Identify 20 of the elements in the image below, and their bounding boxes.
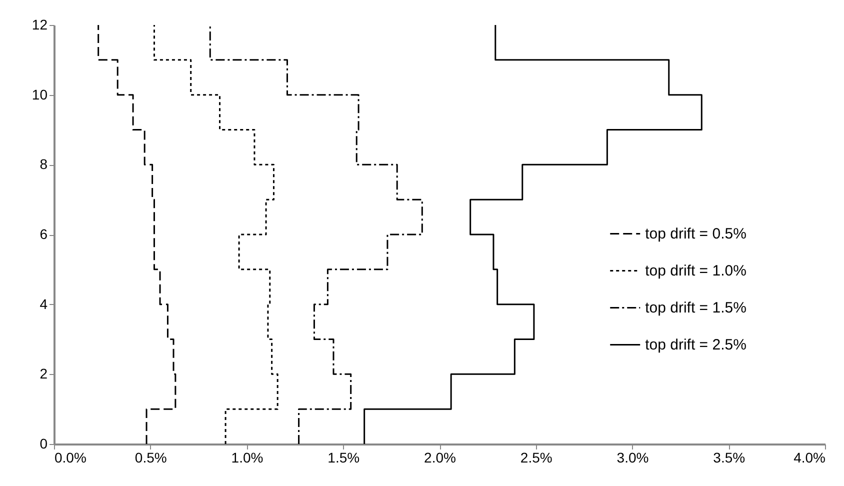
x-tick-label: 1.0% [231, 450, 264, 466]
x-tick-label: 2.0% [424, 450, 456, 466]
x-tick-label: 2.5% [520, 450, 552, 466]
y-tick-label: 4 [40, 296, 48, 312]
y-tick-label: 0 [40, 436, 48, 452]
x-tick-label: 3.0% [616, 450, 649, 466]
y-tick-label: 2 [40, 366, 48, 382]
x-tick-label: 0.0% [54, 450, 86, 466]
legend-label: top drift = 1.5% [645, 300, 746, 317]
y-tick-label: 10 [32, 86, 48, 102]
x-tick-label: 0.5% [134, 450, 167, 466]
y-tick-label: 12 [32, 16, 48, 32]
y-tick-label: 6 [40, 226, 48, 242]
x-tick-label: 1.5% [328, 450, 360, 466]
legend-label: top drift = 1.0% [645, 262, 746, 280]
x-tick-label: 3.5% [713, 450, 746, 466]
legend-label: top drift = 2.5% [645, 336, 746, 354]
legend-label: top drift = 0.5% [645, 226, 746, 243]
x-tick-label: 4.0% [794, 450, 826, 466]
y-tick-label: 8 [40, 156, 48, 172]
